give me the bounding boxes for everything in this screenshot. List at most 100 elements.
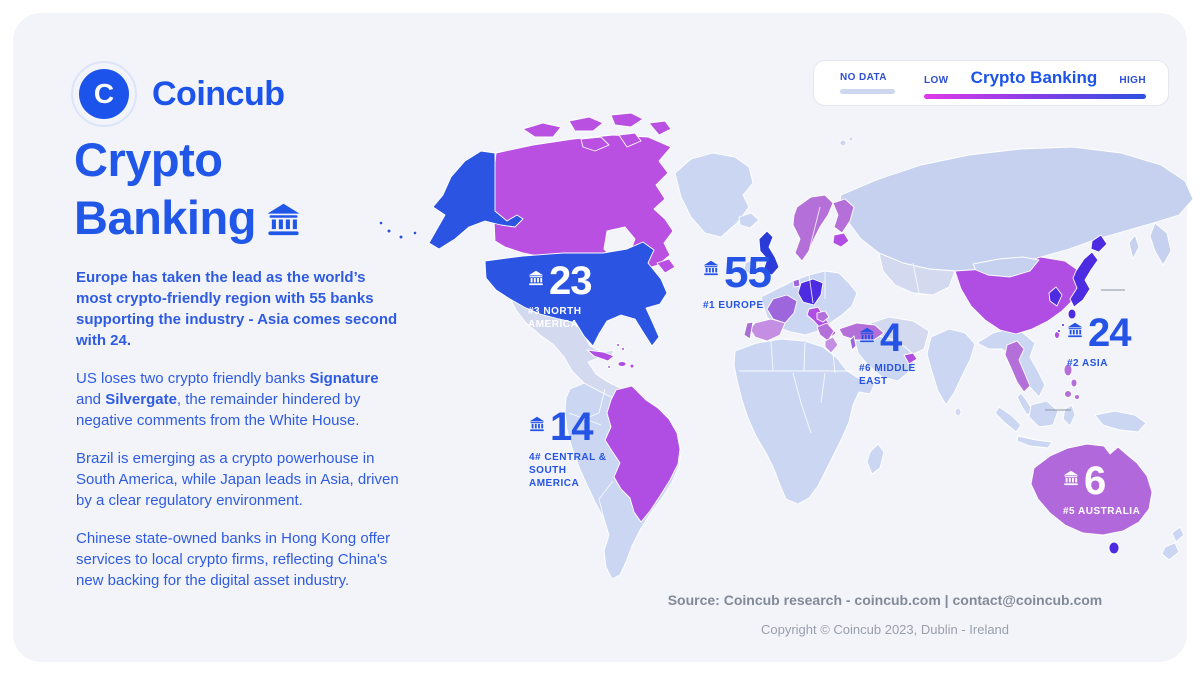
brand-wordmark: Coincub — [152, 74, 285, 113]
map-label-europe: 55 #1 EUROPE — [703, 248, 772, 312]
canada-arctic-islands — [522, 112, 676, 274]
country-south-korea — [1048, 286, 1063, 307]
legend-title: Crypto Banking — [970, 67, 1098, 87]
bank-icon — [1067, 322, 1083, 338]
logo-ring — [71, 61, 137, 127]
map-label-middle-east: 4 #6 MIDDLE EAST — [859, 318, 916, 388]
region-austria-hungary — [816, 310, 830, 323]
caribbean-islands — [586, 343, 635, 369]
country-russia — [838, 146, 1194, 272]
no-data-countries — [509, 136, 1194, 580]
country-united-states — [484, 241, 668, 347]
logo-letter: C — [93, 78, 115, 109]
legend-no-data-swatch — [840, 89, 895, 94]
country-israel — [849, 335, 857, 351]
region-rank-label: #5 AUSTRALIA — [1063, 506, 1141, 517]
bank-icon — [1063, 470, 1079, 486]
bank-icon — [529, 416, 545, 432]
bank-icon — [528, 270, 544, 286]
region-value: 6 — [1084, 459, 1106, 503]
country-portugal — [743, 321, 754, 340]
region-value: 24 — [1088, 311, 1131, 355]
country-cuba — [586, 349, 615, 362]
country-madagascar — [866, 443, 885, 475]
region-scandinavia — [792, 194, 834, 262]
region-kamchatka — [1149, 222, 1172, 266]
country-australia — [1030, 443, 1153, 536]
p2-text: , the remainder hindered by negative com… — [76, 391, 361, 429]
country-borders — [568, 206, 920, 524]
legend-no-data: NO DATA — [840, 72, 898, 94]
region-value: 14 — [550, 405, 593, 449]
page-title: Crypto Banking — [74, 131, 301, 248]
region-sakhalin — [1128, 234, 1140, 260]
region-rank-label: #6 MIDDLE EAST — [859, 363, 916, 387]
intro-text: Europe has taken the lead as the world’s… — [76, 267, 403, 608]
region-baltics — [832, 232, 850, 248]
country-germany — [797, 278, 824, 306]
legend-low-label: LOW — [924, 74, 949, 86]
country-indonesia — [994, 400, 1147, 449]
region-rank-label: #3 NORTH AMERICA — [528, 306, 582, 330]
intro-paragraph-3: Brazil is emerging as a crypto powerhous… — [76, 450, 399, 509]
country-greenland — [674, 152, 754, 238]
title-line2: Banking — [74, 191, 256, 245]
title-line1: Crypto — [74, 133, 223, 186]
country-united-kingdom — [758, 230, 780, 276]
bank-icon — [266, 202, 301, 237]
p2-text: and — [76, 391, 106, 408]
region-rank-label: 4# CENTRAL & SOUTH AMERICA — [529, 452, 607, 489]
legend: NO DATA LOW Crypto Banking HIGH — [813, 60, 1169, 106]
source-line: Source: Coincub research - coincub.com |… — [667, 592, 1103, 608]
region-rank-label: #2 ASIA — [1067, 358, 1108, 369]
aleutian-islands — [378, 220, 418, 240]
country-mongolia — [972, 256, 1040, 278]
country-new-zealand — [1161, 526, 1185, 561]
region-rank-label: #1 EUROPE — [703, 300, 764, 311]
country-finland — [832, 198, 855, 234]
country-brazil — [604, 385, 681, 523]
intro-paragraph-4: Chinese state-owned banks in Hong Kong o… — [76, 530, 391, 589]
country-india — [926, 328, 976, 406]
leader-lines — [1045, 289, 1125, 411]
legend-high-label: HIGH — [1119, 74, 1146, 86]
country-taiwan — [1054, 331, 1060, 339]
map-label-north-america: 23 #3 NORTH AMERICA — [528, 261, 592, 331]
logo-letter-icon: C — [79, 69, 129, 119]
intro-paragraph-2: US loses two crypto friendly banks Signa… — [76, 368, 403, 431]
p2-bold-signature: Signature — [309, 370, 379, 387]
legend-gradient-bar — [924, 93, 1146, 99]
p2-bold-silvergate: Silvergate — [105, 391, 177, 408]
legend-no-data-label: NO DATA — [840, 72, 887, 83]
map-label-australia: 6 #5 AUSTRALIA — [1063, 461, 1140, 518]
country-japan — [1057, 234, 1108, 333]
copyright-line: Copyright © Coincub 2023, Dublin - Irela… — [760, 622, 1010, 637]
map-label-central-south-america: 14 4# CENTRAL & SOUTH AMERICA — [529, 407, 607, 490]
highlighted-countries — [378, 112, 1153, 555]
region-value: 55 — [724, 248, 772, 297]
bank-icon — [703, 260, 719, 276]
brand-header: C Coincub — [71, 61, 285, 127]
region-value: 4 — [880, 316, 902, 360]
world-map — [378, 112, 1194, 580]
svalbard-islands — [839, 136, 854, 147]
country-ireland — [743, 258, 759, 275]
country-uae — [903, 352, 918, 365]
region-malay-peninsula — [1016, 392, 1034, 416]
region-central-asia — [878, 252, 956, 296]
region-tasmania — [1108, 541, 1120, 555]
country-iceland — [738, 212, 760, 229]
region-alaska — [428, 150, 524, 250]
country-spain — [749, 318, 786, 342]
legend-scale: LOW Crypto Banking HIGH — [924, 68, 1146, 99]
p2-text: US loses two crypto friendly banks — [76, 370, 310, 387]
bank-icon — [859, 327, 875, 343]
country-thailand — [1004, 340, 1031, 393]
map-label-asia: 24 #2 ASIA — [1067, 313, 1131, 370]
coincub-logo: C — [71, 61, 137, 127]
country-netherlands — [792, 278, 801, 288]
infographic-canvas: C Coincub Crypto Banking Europe has take… — [13, 13, 1194, 662]
country-africa — [733, 338, 876, 505]
country-saudi-arabia — [854, 334, 917, 382]
